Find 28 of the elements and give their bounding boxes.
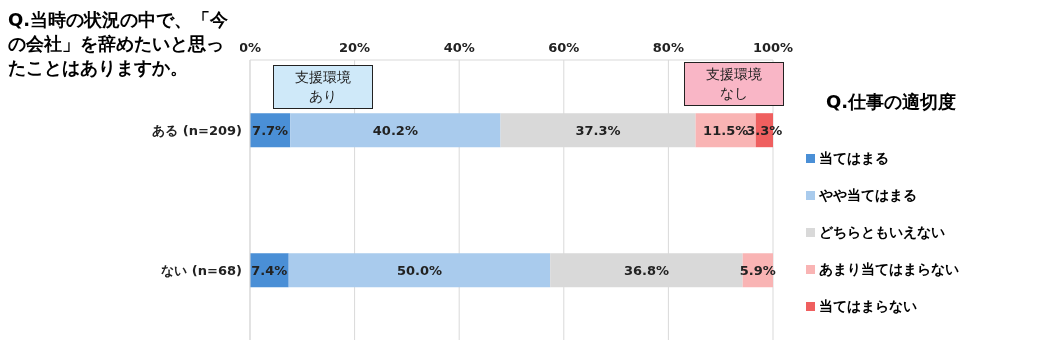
x-tick-label: 80%	[652, 40, 684, 55]
x-tick-label: 0%	[238, 40, 262, 55]
data-label: 50.0%	[396, 263, 443, 279]
chart-title: Q.当時の状況の中で、「今の会社」を辞めたいと思ったことはありますか。	[8, 8, 240, 80]
data-label: 36.8%	[623, 263, 669, 279]
annotation: 支援環境あり	[294, 68, 352, 106]
data-label: 7.4%	[251, 263, 288, 279]
data-label: 37.3%	[575, 123, 621, 139]
data-label: 40.2%	[372, 123, 418, 139]
legend-label: やや当てはまる	[819, 186, 917, 205]
annotation: 支援環境なし	[705, 65, 763, 103]
legend-label: どちらともいえない	[819, 223, 945, 242]
legend-label: 当てはまらない	[819, 297, 917, 316]
legend-label: 当てはまる	[819, 149, 889, 168]
x-tick-label: 100%	[752, 40, 794, 55]
data-label: 11.5%	[703, 123, 749, 139]
data-label: 7.7%	[252, 123, 289, 139]
y-tick-label: ない (n=68)	[161, 262, 242, 278]
x-tick-label: 60%	[548, 40, 580, 55]
legend-label: あまり当てはまらない	[819, 260, 959, 279]
data-label: 5.9%	[739, 263, 776, 279]
data-label: 3.3%	[746, 123, 783, 139]
legend-title: Q.仕事の適切度	[826, 90, 958, 114]
x-tick-label: 40%	[443, 40, 475, 55]
x-tick-label: 20%	[339, 40, 371, 55]
y-tick-label: ある (n=209)	[152, 122, 242, 138]
bar	[288, 253, 551, 288]
bar	[290, 113, 501, 148]
